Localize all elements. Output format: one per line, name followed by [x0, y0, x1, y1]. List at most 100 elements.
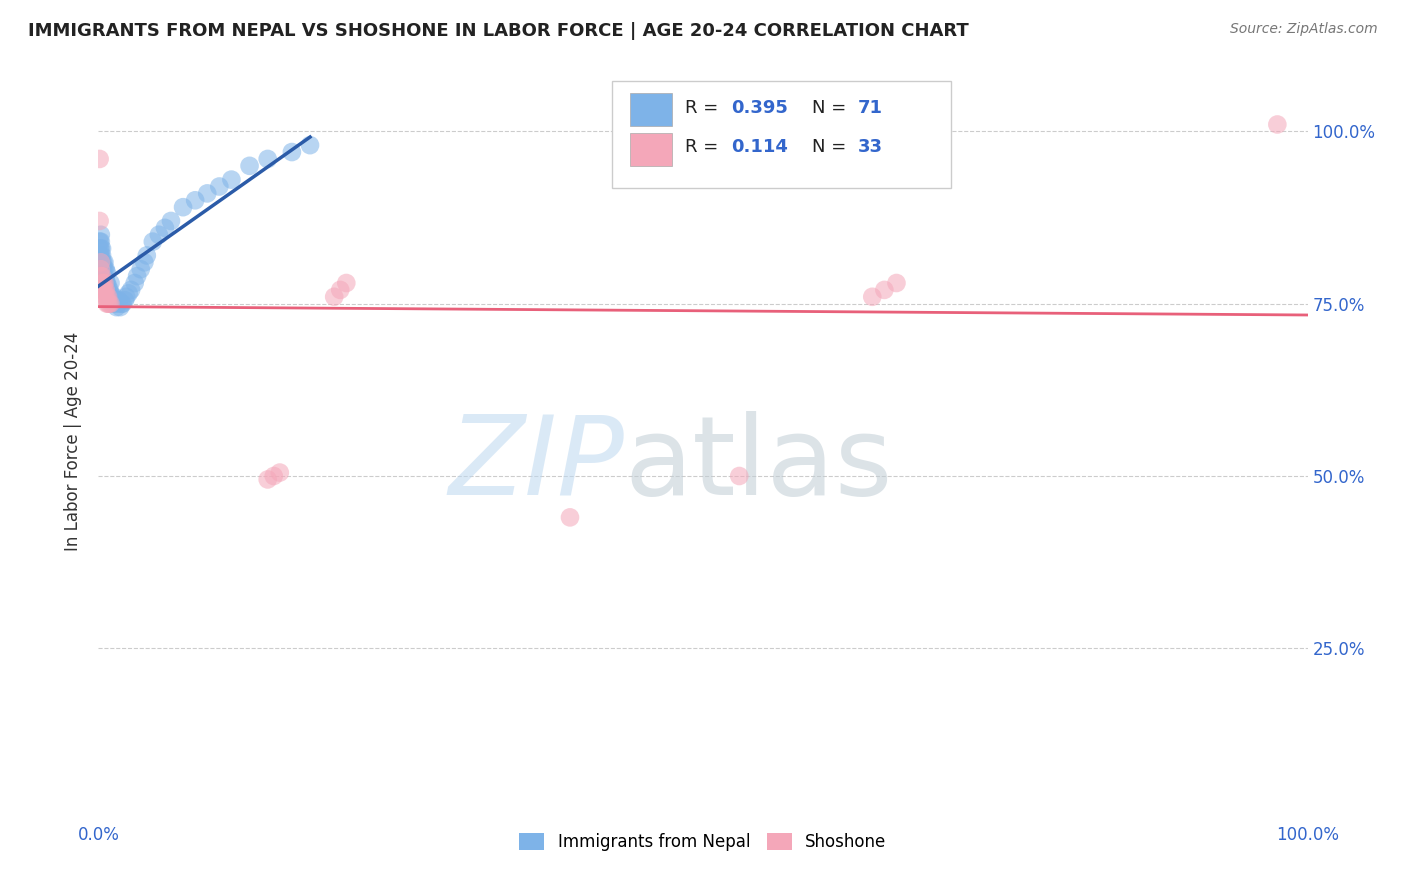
- Text: 0.395: 0.395: [731, 99, 787, 117]
- Point: [142, 235, 165, 249]
- Point: [118, 286, 141, 301]
- Point: [256, 473, 278, 487]
- Point: [135, 248, 157, 262]
- Point: [120, 283, 142, 297]
- Point: [323, 290, 346, 304]
- Point: [90, 227, 112, 242]
- Point: [90, 235, 112, 249]
- Point: [148, 227, 170, 242]
- Point: [105, 300, 128, 314]
- Point: [100, 296, 122, 310]
- Point: [94, 279, 117, 293]
- Point: [256, 152, 278, 166]
- Point: [1267, 118, 1289, 132]
- Text: atlas: atlas: [624, 411, 893, 517]
- Point: [299, 138, 322, 153]
- Point: [860, 290, 883, 304]
- Point: [114, 293, 136, 308]
- Point: [90, 255, 112, 269]
- Legend: Immigrants from Nepal, Shoshone: Immigrants from Nepal, Shoshone: [513, 826, 893, 858]
- Point: [91, 262, 114, 277]
- Text: R =: R =: [685, 138, 730, 156]
- Text: N =: N =: [811, 99, 852, 117]
- Point: [90, 242, 112, 256]
- Point: [281, 145, 304, 159]
- Point: [89, 248, 111, 262]
- Point: [886, 276, 908, 290]
- Point: [263, 469, 285, 483]
- Point: [172, 200, 194, 214]
- Point: [91, 276, 114, 290]
- Y-axis label: In Labor Force | Age 20-24: In Labor Force | Age 20-24: [65, 332, 83, 551]
- Point: [98, 283, 121, 297]
- Point: [90, 262, 112, 277]
- Point: [108, 293, 131, 308]
- Point: [335, 276, 357, 290]
- Point: [91, 269, 114, 284]
- Point: [97, 296, 120, 310]
- Point: [89, 242, 111, 256]
- FancyBboxPatch shape: [630, 93, 672, 126]
- Point: [111, 296, 134, 310]
- Point: [134, 255, 156, 269]
- Text: 71: 71: [858, 99, 883, 117]
- Text: 33: 33: [858, 138, 883, 156]
- Point: [89, 152, 111, 166]
- Point: [89, 235, 111, 249]
- FancyBboxPatch shape: [630, 133, 672, 166]
- Text: N =: N =: [811, 138, 852, 156]
- Point: [558, 510, 581, 524]
- Point: [90, 262, 112, 277]
- Point: [96, 276, 118, 290]
- Point: [91, 269, 114, 284]
- Point: [91, 269, 114, 284]
- Point: [728, 469, 751, 483]
- Point: [873, 283, 896, 297]
- Point: [269, 466, 291, 480]
- Point: [221, 172, 243, 186]
- Point: [107, 296, 129, 310]
- Point: [97, 290, 120, 304]
- FancyBboxPatch shape: [613, 81, 950, 187]
- Point: [91, 255, 114, 269]
- Text: IMMIGRANTS FROM NEPAL VS SHOSHONE IN LABOR FORCE | AGE 20-24 CORRELATION CHART: IMMIGRANTS FROM NEPAL VS SHOSHONE IN LAB…: [28, 22, 969, 40]
- Point: [105, 293, 128, 308]
- Point: [108, 300, 131, 314]
- Point: [91, 283, 114, 297]
- Point: [91, 242, 114, 256]
- Point: [100, 276, 122, 290]
- Point: [94, 290, 117, 304]
- Text: ZIP: ZIP: [449, 411, 624, 517]
- Point: [97, 286, 120, 301]
- Point: [91, 283, 114, 297]
- Point: [90, 248, 112, 262]
- Point: [239, 159, 262, 173]
- Point: [103, 296, 125, 310]
- Point: [93, 283, 115, 297]
- Point: [96, 283, 118, 297]
- Point: [329, 283, 352, 297]
- Point: [129, 262, 152, 277]
- Point: [96, 266, 118, 280]
- Point: [100, 286, 122, 301]
- Point: [94, 272, 117, 286]
- Point: [127, 269, 149, 284]
- Point: [184, 194, 207, 208]
- Point: [115, 290, 138, 304]
- Point: [101, 293, 124, 308]
- Point: [91, 248, 114, 262]
- Point: [93, 276, 115, 290]
- Point: [93, 276, 115, 290]
- Point: [94, 262, 117, 277]
- Point: [91, 262, 114, 277]
- Point: [160, 214, 183, 228]
- Point: [96, 290, 118, 304]
- Point: [93, 269, 115, 284]
- Text: Source: ZipAtlas.com: Source: ZipAtlas.com: [1230, 22, 1378, 37]
- Point: [100, 296, 122, 310]
- Point: [104, 293, 127, 308]
- Point: [208, 179, 231, 194]
- Point: [90, 255, 112, 269]
- Point: [124, 276, 146, 290]
- Point: [94, 283, 117, 297]
